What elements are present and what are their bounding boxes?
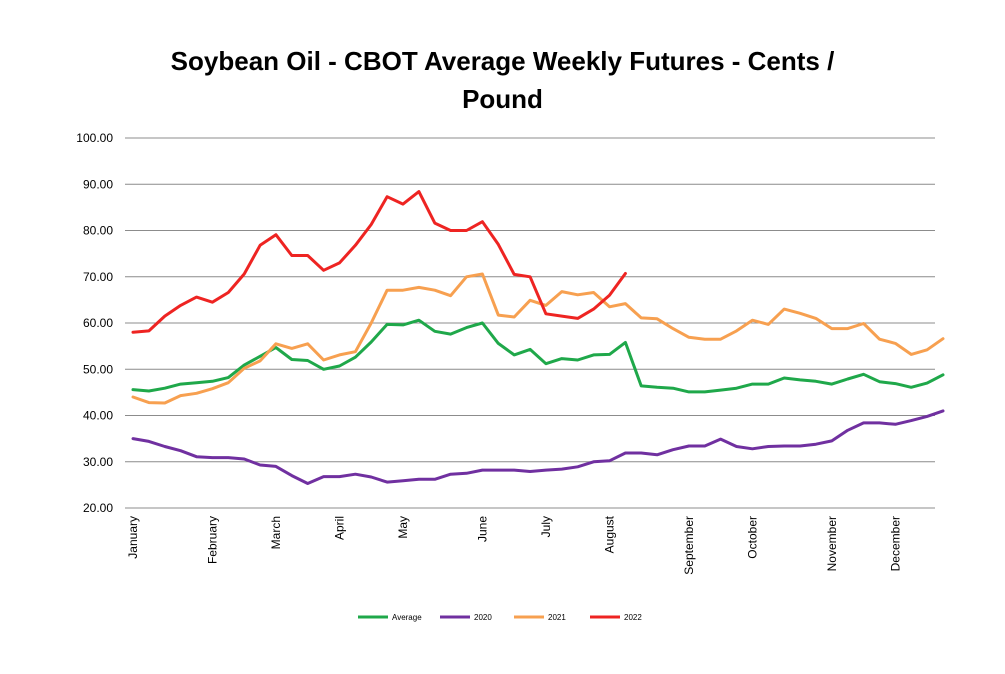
gridlines xyxy=(125,137,935,509)
y-tick-label: 60.00 xyxy=(83,316,113,330)
x-tick-label: December xyxy=(888,516,902,571)
legend-label: Average xyxy=(392,613,422,622)
series-lines xyxy=(131,190,945,485)
series-line-2021 xyxy=(131,272,945,405)
series-line-2022 xyxy=(131,190,627,334)
y-tick-label: 20.00 xyxy=(83,501,113,515)
chart-title-line-2: Pound xyxy=(462,84,543,114)
legend-label: 2020 xyxy=(474,613,492,622)
x-tick-label: September xyxy=(682,516,696,575)
series-line-average xyxy=(131,318,945,394)
x-tick-label: November xyxy=(825,516,839,571)
x-tick-label: July xyxy=(539,516,553,537)
y-axis-ticks: 20.00 30.00 40.00 50.00 60.00 70.00 80.00 90.00… xyxy=(76,131,113,515)
x-axis-ticks: January February March April May June July Augu… xyxy=(126,515,902,574)
x-tick-label: August xyxy=(602,515,616,553)
y-tick-label: 30.00 xyxy=(83,455,113,469)
x-tick-label: April xyxy=(332,516,346,540)
legend-label: 2022 xyxy=(624,613,642,622)
x-tick-label: February xyxy=(205,516,219,564)
y-tick-label: 70.00 xyxy=(83,270,113,284)
legend-label: 2021 xyxy=(548,613,566,622)
series-line-2020 xyxy=(131,409,945,485)
x-tick-label: May xyxy=(396,516,410,539)
x-tick-label: June xyxy=(475,516,489,542)
y-tick-label: 90.00 xyxy=(83,177,113,191)
y-tick-label: 40.00 xyxy=(83,409,113,423)
y-tick-label: 50.00 xyxy=(83,362,113,376)
x-tick-label: January xyxy=(126,516,140,559)
chart-title-line-1: Soybean Oil - CBOT Average Weekly Future… xyxy=(170,46,835,76)
chart-title: Soybean Oil - CBOT Average Weekly Future… xyxy=(0,42,1005,118)
y-tick-label: 80.00 xyxy=(83,224,113,238)
x-tick-label: March xyxy=(269,516,283,549)
y-tick-label: 100.00 xyxy=(76,131,113,145)
legend: Average 2020 2021 2022 xyxy=(358,613,642,622)
x-tick-label: October xyxy=(745,516,759,559)
